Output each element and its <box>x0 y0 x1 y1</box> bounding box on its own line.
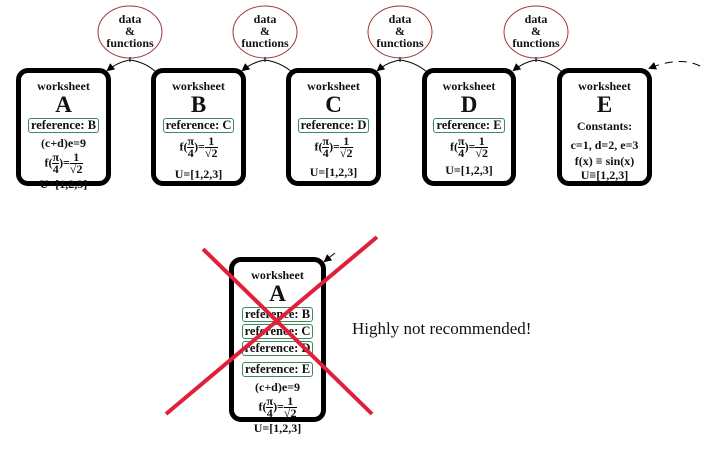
worksheet-title: worksheet <box>307 79 360 93</box>
worksheet-letter: A <box>269 281 286 306</box>
arrow-to-b <box>241 59 266 72</box>
worksheet-e: worksheet E Constants: c=1, d=2, e=3 f(x… <box>557 68 652 186</box>
worksheet-a: worksheet A reference: B (c+d)e=9 f(π 4)=… <box>16 68 111 191</box>
formula: f(π 4)= 1 √2 <box>179 134 218 160</box>
reference-tag: reference: E <box>241 362 314 377</box>
worksheet-b: worksheet B reference: C f(π 4)= 1 √2 U=[1,… <box>151 68 246 186</box>
ellipse-label-2: data & functions <box>241 12 289 50</box>
set-u: U=[1,2,3] <box>174 167 223 181</box>
arrow-to-c <box>376 59 401 72</box>
worksheet-title: worksheet <box>578 79 631 93</box>
worksheet-title: worksheet <box>37 79 90 93</box>
formula: f(π 4)= 1 √2 <box>258 394 297 420</box>
constants-values: c=1, d=2, e=3 <box>570 138 639 152</box>
constants-label: Constants: <box>576 119 633 133</box>
reference-tag: reference: B <box>27 118 100 133</box>
reference-tag: reference: E <box>433 118 505 133</box>
arrow-to-d <box>512 59 537 72</box>
worksheet-title: worksheet <box>442 79 496 93</box>
worksheet-letter: A <box>55 92 72 117</box>
worksheet-title: worksheet <box>172 79 225 93</box>
worksheet-letter: D <box>460 92 478 117</box>
set-u: U=[1,2,3] <box>39 177 88 191</box>
worksheet-title: worksheet <box>251 268 304 282</box>
worksheet-a-all-references: worksheet A reference: B reference: C re… <box>229 257 326 435</box>
worksheet-letter: C <box>325 92 342 117</box>
reference-tag: reference: C <box>162 118 235 133</box>
warning-text: Highly not recommended! <box>352 319 532 338</box>
arrow-to-bad-a <box>323 252 336 263</box>
worksheet-d: worksheet D reference: E f(π 4)= 1 √2 U=[1,… <box>422 68 516 186</box>
set-u: U=[1,2,3] <box>309 165 358 179</box>
worksheet-letter: E <box>596 92 613 117</box>
equation: (c+d)e=9 <box>255 380 300 394</box>
formula: f(π 4)= 1 √2 <box>314 134 353 160</box>
ellipse-label-3: data & functions <box>376 12 424 50</box>
arrow-to-a <box>106 59 131 72</box>
reference-tag: reference: D <box>297 118 370 133</box>
formula: f(π 4)= 1 √2 <box>44 150 83 176</box>
worksheet-c: worksheet C reference: D f(π 4)= 1 √2 U=[1,… <box>286 68 381 186</box>
worksheet-letter: B <box>190 92 207 117</box>
function-def: f(x) ≡ sin(x) <box>574 154 635 168</box>
ellipse-label-1: data & functions <box>106 12 154 50</box>
formula: f(π 4)= 1 √2 <box>449 134 488 160</box>
arrow-to-e <box>648 61 701 70</box>
set-u: U=[1,2,3] <box>253 421 302 435</box>
cross-line-2 <box>201 247 374 416</box>
set-u: U≡[1,2,3] <box>580 168 629 182</box>
ellipse-label-4: data & functions <box>512 12 560 50</box>
cross-line-1 <box>164 235 379 416</box>
set-u: U=[1,2,3] <box>445 163 493 177</box>
equation: (c+d)e=9 <box>41 136 86 150</box>
